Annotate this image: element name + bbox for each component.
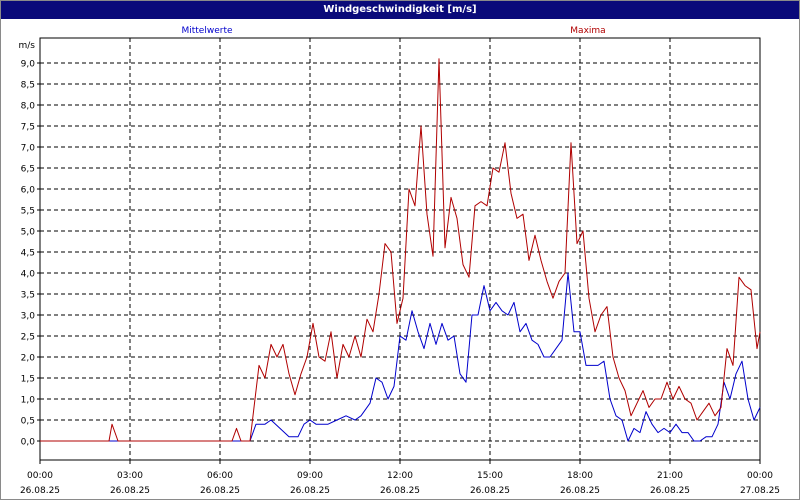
x-tick-date: 26.08.25 [20, 486, 60, 496]
x-tick-time: 18:00 [567, 471, 593, 481]
x-tick-time: 00:00 [27, 471, 53, 481]
y-tick-label: 1,5 [21, 375, 35, 385]
y-tick-label: 8,5 [21, 81, 35, 91]
labels-group: 0,0 0,5 1,0 1,5 2,0 2,5 3,0 3,5 4,0 4,5 5,0 5,5 6,0 6… [19, 26, 781, 496]
y-tick-label: 5,0 [21, 228, 36, 238]
legend-label-mittelwerte: Mittelwerte [181, 26, 232, 36]
x-tick-date: 26.08.25 [380, 486, 420, 496]
x-tick-date: 26.08.25 [470, 486, 510, 496]
x-tick-date: 26.08.25 [110, 486, 150, 496]
y-tick-label: 9,0 [21, 60, 36, 70]
x-tick-date: 26.08.25 [200, 486, 240, 496]
series-line-mittelwerte [40, 272, 761, 442]
y-tick-label: 7,5 [21, 123, 35, 133]
x-tick-date: 26.08.25 [290, 486, 330, 496]
y-tick-label: 6,0 [21, 186, 36, 196]
series-line-maxima [40, 58, 761, 442]
chart-title: Windgeschwindigkeit [m/s] [1, 1, 799, 19]
series-group [40, 58, 761, 442]
y-tick-label: 8,0 [21, 102, 36, 112]
x-tick-time: 21:00 [657, 471, 683, 481]
axes [37, 37, 761, 464]
x-tick-date: 26.08.25 [650, 486, 690, 496]
x-tick-date: 27.08.25 [740, 486, 780, 496]
y-tick-label: 2,5 [21, 333, 35, 343]
y-tick-label: 0,0 [21, 438, 36, 448]
x-tick-time: 00:00 [747, 471, 773, 481]
x-tick-time: 15:00 [477, 471, 503, 481]
y-tick-label: 5,5 [21, 207, 35, 217]
y-tick-label: 3,5 [21, 291, 35, 301]
x-tick-time: 03:00 [117, 471, 143, 481]
x-tick-date: 26.08.25 [560, 486, 600, 496]
x-tick-time: 06:00 [207, 471, 233, 481]
y-tick-label: 7,0 [21, 144, 36, 154]
y-tick-label: 2,0 [21, 354, 36, 364]
y-tick-label: 1,0 [21, 396, 36, 406]
grid [40, 38, 760, 460]
y-tick-label: 6,5 [21, 165, 35, 175]
legend-label-maxima: Maxima [570, 26, 605, 36]
x-tick-time: 09:00 [297, 471, 323, 481]
y-tick-label: 3,0 [21, 312, 36, 322]
y-tick-label: 4,5 [21, 249, 35, 259]
y-axis-label: m/s [19, 41, 36, 51]
x-tick-time: 12:00 [387, 471, 413, 481]
y-tick-label: 0,5 [21, 417, 35, 427]
y-tick-label: 4,0 [21, 270, 36, 280]
